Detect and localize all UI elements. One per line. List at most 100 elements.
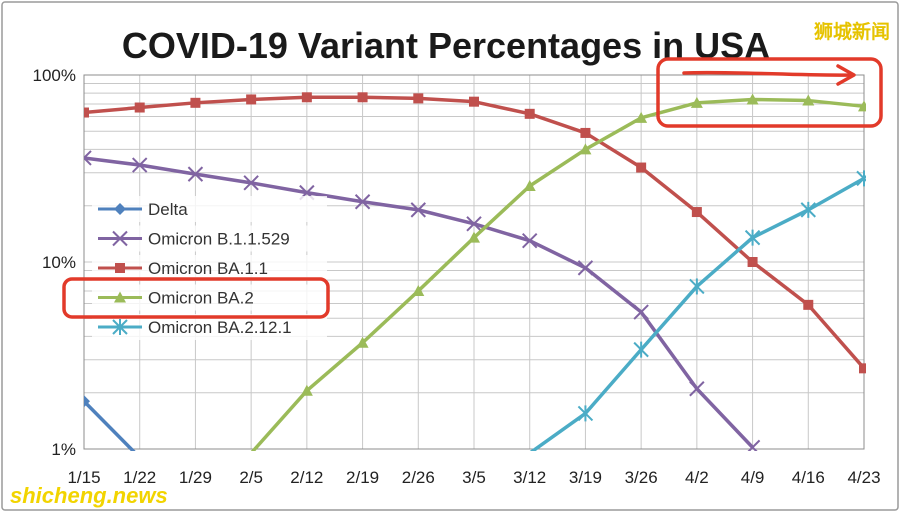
x-tick-label: 2/12 bbox=[290, 468, 323, 487]
data-point-omicron-b-1-1-529-stroke bbox=[84, 150, 92, 160]
x-tick-label: 2/19 bbox=[346, 468, 379, 487]
data-point-omicron-ba-1-1 bbox=[747, 257, 758, 267]
series-omicron-ba-2-12-1 bbox=[529, 170, 866, 451]
legend-label: Omicron BA.2 bbox=[148, 289, 254, 308]
x-tick-label: 4/16 bbox=[792, 468, 825, 487]
data-point-omicron-ba-1-1 bbox=[357, 92, 368, 103]
data-point-omicron-b-1-1-529-stroke bbox=[522, 232, 538, 249]
axis-layer: 100% 10% 1% 1/15 1/22 1/29 2/5 2/12 2/19 2/26 3/5 3… bbox=[33, 66, 881, 487]
y-tick-label: 10% bbox=[42, 253, 76, 272]
series-omicron-ba-2 bbox=[250, 93, 866, 451]
data-point-omicron-ba-1-1 bbox=[691, 207, 702, 218]
x-tick-label: 1/15 bbox=[67, 468, 100, 487]
series-delta bbox=[84, 395, 136, 451]
x-tick-label: 3/12 bbox=[513, 468, 546, 487]
data-point-omicron-b-1-1-529 bbox=[522, 232, 538, 249]
data-point-omicron-ba-1-1 bbox=[84, 107, 89, 118]
legend-swatch-marker-stroke bbox=[112, 230, 128, 247]
data-point-omicron-ba-2 bbox=[858, 100, 866, 112]
legend-label: Omicron B.1.1.529 bbox=[148, 230, 290, 249]
legend-label: Omicron BA.2.12.1 bbox=[148, 318, 292, 337]
data-point-omicron-b-1-1-529 bbox=[84, 150, 92, 166]
data-point-omicron-b-1-1-529 bbox=[243, 175, 259, 191]
data-point-omicron-b-1-1-529-stroke bbox=[187, 166, 204, 182]
data-point-omicron-ba-1-1 bbox=[301, 92, 312, 103]
data-point-omicron-b-1-1-529 bbox=[577, 260, 594, 276]
series-omicron-ba-1-1 bbox=[84, 92, 866, 374]
data-point-omicron-ba-2-12-1 bbox=[856, 170, 866, 187]
annotation-layer bbox=[62, 57, 883, 319]
x-tick-label: 2/26 bbox=[402, 468, 435, 487]
data-point-omicron-ba-1-1 bbox=[524, 108, 535, 119]
data-point-omicron-b-1-1-529-stroke bbox=[747, 439, 761, 451]
data-point-omicron-b-1-1-529-stroke bbox=[132, 157, 148, 173]
data-point-omicron-ba-2 bbox=[746, 93, 759, 105]
data-point-omicron-ba-1-1 bbox=[134, 102, 145, 113]
x-tick-label: 4/2 bbox=[685, 468, 709, 487]
data-point-omicron-b-1-1-529 bbox=[689, 381, 705, 397]
data-point-omicron-b-1-1-529 bbox=[354, 194, 371, 210]
data-point-omicron-b-1-1-529-stroke bbox=[633, 304, 649, 320]
data-point-omicron-b-1-1-529 bbox=[132, 157, 148, 173]
data-point-omicron-ba-2 bbox=[412, 284, 425, 296]
highlight-arrow-line bbox=[682, 70, 854, 77]
legend-swatch-marker bbox=[114, 291, 126, 303]
data-point-delta bbox=[84, 395, 90, 408]
data-point-omicron-ba-1-1 bbox=[413, 93, 424, 104]
data-point-omicron-ba-1-1 bbox=[636, 162, 647, 173]
data-point-omicron-ba-2 bbox=[802, 94, 815, 106]
legend-item-omicron-ba-1-1: Omicron BA.1.1 bbox=[92, 255, 327, 281]
legend-item-delta: Delta bbox=[92, 196, 327, 222]
data-point-omicron-ba-1-1 bbox=[859, 363, 866, 374]
x-tick-label: 3/5 bbox=[462, 468, 486, 487]
grid-layer bbox=[83, 74, 865, 450]
highlight-arrow-head bbox=[836, 64, 856, 86]
series-line-omicron-ba-2 bbox=[250, 97, 865, 451]
series-layer bbox=[84, 92, 866, 451]
data-point-omicron-ba-2-12-1 bbox=[800, 201, 816, 218]
data-point-omicron-b-1-1-529-stroke bbox=[84, 156, 92, 166]
series-line-delta bbox=[84, 400, 136, 451]
watermark-bottom-left: shicheng.news bbox=[10, 483, 168, 508]
data-point-omicron-ba-2 bbox=[468, 231, 480, 243]
legend-swatch-marker bbox=[112, 230, 128, 247]
x-tick-label: 1/22 bbox=[123, 468, 156, 487]
data-point-omicron-ba-1-1 bbox=[246, 94, 257, 105]
x-tick-label: 4/23 bbox=[847, 468, 880, 487]
x-tick-label: 3/26 bbox=[625, 468, 658, 487]
data-point-omicron-b-1-1-529 bbox=[187, 166, 204, 182]
data-point-omicron-b-1-1-529-stroke bbox=[410, 202, 426, 218]
data-point-omicron-b-1-1-529-stroke bbox=[577, 260, 594, 276]
legend-label: Omicron BA.1.1 bbox=[148, 259, 268, 278]
data-point-omicron-ba-2 bbox=[635, 111, 648, 123]
legend-item-omicron-ba-2: Omicron BA.2 bbox=[92, 284, 327, 311]
plot-area-frame bbox=[83, 74, 865, 450]
legend-swatch-marker bbox=[112, 319, 128, 335]
data-point-omicron-ba-2 bbox=[300, 384, 313, 396]
watermark-top-right: 狮城新闻 bbox=[814, 20, 890, 43]
data-point-omicron-b-1-1-529 bbox=[744, 439, 761, 451]
x-tick-label: 4/9 bbox=[741, 468, 765, 487]
legend-swatch-marker bbox=[114, 203, 126, 215]
data-point-omicron-b-1-1-529-stroke bbox=[354, 194, 371, 210]
data-point-omicron-b-1-1-529-stroke bbox=[466, 216, 482, 232]
data-point-omicron-ba-1-1 bbox=[469, 96, 479, 107]
data-point-omicron-ba-2-12-1 bbox=[689, 278, 705, 295]
data-point-omicron-b-1-1-529-stroke bbox=[243, 175, 259, 191]
legend-swatch-marker bbox=[115, 263, 125, 273]
x-tick-label: 1/29 bbox=[179, 468, 212, 487]
data-point-omicron-b-1-1-529 bbox=[633, 304, 649, 320]
legend-item-omicron-b-1-1-529: Omicron B.1.1.529 bbox=[92, 225, 327, 252]
y-tick-label: 100% bbox=[33, 66, 76, 85]
data-point-omicron-ba-2 bbox=[690, 96, 703, 108]
data-point-omicron-b-1-1-529 bbox=[466, 216, 482, 232]
data-point-omicron-ba-2 bbox=[579, 143, 592, 155]
data-point-omicron-ba-2-12-1 bbox=[633, 341, 649, 358]
legend: Delta Omicron B.1.1.529 Omicron BA.1.1 Omic… bbox=[92, 196, 327, 340]
data-point-omicron-ba-2-12-1 bbox=[577, 405, 594, 422]
data-point-omicron-ba-1-1 bbox=[580, 127, 591, 138]
x-tick-label: 2/5 bbox=[239, 468, 263, 487]
data-point-omicron-ba-2 bbox=[356, 336, 369, 348]
